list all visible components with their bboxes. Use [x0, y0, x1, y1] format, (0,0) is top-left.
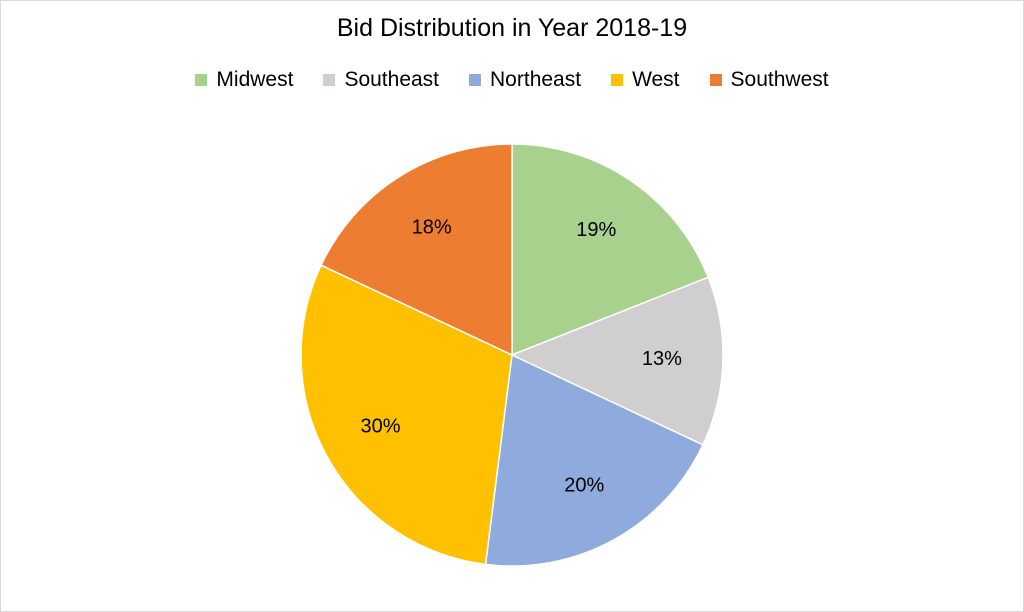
data-label-southwest: 18%: [412, 217, 452, 239]
pie-slice-southwest: [320, 143, 513, 357]
data-label-northeast: 20%: [564, 475, 604, 497]
legend-label-southeast: Southeast: [344, 68, 440, 91]
legend-item-southeast: Southeast: [323, 68, 439, 92]
pie-slice-southeast: [510, 276, 724, 446]
data-label-midwest: 19%: [576, 219, 616, 241]
data-label-southeast: 13%: [642, 348, 682, 370]
legend-swatch-midwest: [195, 74, 208, 86]
pie-slice-northeast: [484, 353, 704, 567]
legend: Midwest Southeast Northeast West Southwe…: [0, 68, 1024, 92]
legend-label-west: West: [632, 68, 680, 91]
pie-slice-west: [300, 264, 513, 566]
legend-swatch-southeast: [323, 74, 336, 86]
pie-slices: [300, 143, 724, 567]
legend-label-northeast: Northeast: [490, 68, 582, 91]
legend-label-southwest: Southwest: [730, 68, 829, 91]
legend-swatch-southwest: [709, 74, 722, 86]
legend-swatch-northeast: [469, 74, 482, 86]
pie-slice-midwest: [511, 143, 710, 357]
legend-item-northeast: Northeast: [469, 68, 581, 92]
pie-data-labels: 19% 13% 20% 30% 18%: [361, 217, 683, 497]
legend-item-southwest: Southwest: [709, 68, 829, 92]
legend-label-midwest: Midwest: [216, 68, 294, 91]
data-label-west: 30%: [361, 416, 401, 438]
legend-swatch-west: [611, 74, 624, 86]
chart-title: Bid Distribution in Year 2018-19: [336, 14, 688, 42]
legend-item-midwest: Midwest: [195, 68, 293, 92]
legend-item-west: West: [611, 68, 680, 92]
